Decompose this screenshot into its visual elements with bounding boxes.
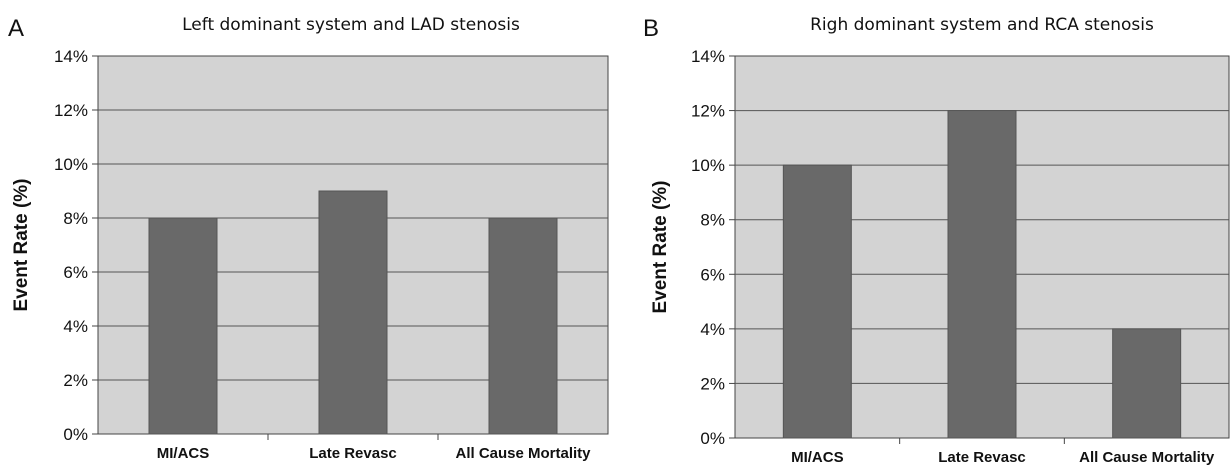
y-tick-label: 0% — [63, 425, 88, 444]
y-tick-label: 10% — [54, 155, 88, 174]
chart-panel-b: B Righ dominant system and RCA stenosis … — [643, 15, 1230, 466]
panel-letter: B — [643, 15, 659, 42]
y-tick-label: 8% — [700, 211, 725, 230]
y-tick-label: 8% — [63, 209, 88, 228]
y-tick-label: 0% — [700, 429, 725, 448]
y-axis-label: Event Rate (%) — [11, 178, 32, 311]
y-tick-label: 6% — [700, 265, 725, 284]
y-tick-label: 2% — [63, 371, 88, 390]
bars — [782, 110, 1182, 439]
bar — [318, 190, 388, 435]
y-tick-label: 12% — [54, 101, 88, 120]
bar — [148, 217, 218, 435]
bars — [148, 190, 558, 435]
bar — [947, 110, 1017, 439]
y-tick-label: 10% — [691, 156, 725, 175]
bar — [782, 164, 852, 439]
x-tick-label: All Cause Mortality — [455, 445, 591, 462]
x-tick-label: Late Revasc — [938, 449, 1026, 466]
y-tick-label: 14% — [54, 47, 88, 66]
y-tick-label: 2% — [700, 374, 725, 393]
y-tick-label: 4% — [63, 317, 88, 336]
chart-title: Left dominant system and LAD stenosis — [182, 15, 520, 35]
x-tick-labels: MI/ACS Late Revasc All Cause Mortality — [157, 434, 591, 462]
bar — [1112, 328, 1182, 439]
y-tick-label: 4% — [700, 320, 725, 339]
bar — [488, 217, 558, 435]
panel-letter: A — [8, 15, 24, 42]
x-tick-label: MI/ACS — [791, 449, 844, 466]
x-tick-labels: MI/ACS Late Revasc All Cause Mortality — [791, 438, 1215, 466]
y-axis-label: Event Rate (%) — [650, 180, 671, 313]
y-tick-labels: 0% 2% 4% 6% 8% 10% 12% 14% — [54, 47, 98, 444]
x-tick-label: Late Revasc — [309, 445, 397, 462]
y-tick-labels: 0% 2% 4% 6% 8% 10% 12% 14% — [691, 47, 735, 448]
y-tick-label: 14% — [691, 47, 725, 66]
chart-panel-a: A Left dominant system and LAD stenosis … — [8, 15, 609, 462]
x-tick-label: MI/ACS — [157, 445, 210, 462]
x-tick-label: All Cause Mortality — [1079, 449, 1215, 466]
y-tick-label: 6% — [63, 263, 88, 282]
y-tick-label: 12% — [691, 102, 725, 121]
chart-title: Righ dominant system and RCA stenosis — [810, 15, 1154, 35]
